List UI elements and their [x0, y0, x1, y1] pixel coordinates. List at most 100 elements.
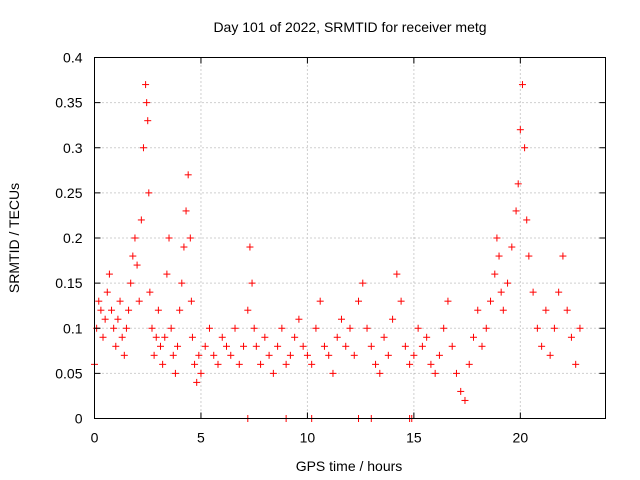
data-point — [97, 306, 105, 314]
data-point — [108, 306, 116, 314]
x-tick-label: 0 — [91, 430, 99, 446]
data-point — [491, 270, 499, 278]
data-point — [161, 333, 169, 341]
data-point — [265, 351, 273, 359]
data-point — [201, 342, 209, 350]
data-point — [101, 315, 109, 323]
data-point — [218, 333, 226, 341]
data-point — [143, 99, 151, 107]
data-point — [337, 315, 345, 323]
data-point — [105, 270, 113, 278]
data-point — [223, 342, 231, 350]
data-point — [120, 351, 128, 359]
data-point — [184, 171, 192, 179]
data-point — [227, 351, 235, 359]
data-point — [431, 369, 439, 377]
data-point — [333, 333, 341, 341]
data-point — [401, 342, 409, 350]
data-point — [197, 369, 205, 377]
data-point — [248, 279, 256, 287]
data-point — [469, 333, 477, 341]
data-point — [550, 324, 558, 332]
data-point — [523, 216, 531, 224]
data-point — [150, 351, 158, 359]
data-point — [122, 324, 130, 332]
data-point — [406, 360, 414, 368]
data-point — [542, 306, 550, 314]
data-point — [116, 297, 124, 305]
data-point — [210, 351, 218, 359]
data-point — [414, 324, 422, 332]
data-point — [418, 342, 426, 350]
data-point — [246, 243, 254, 251]
data-point — [355, 297, 363, 305]
x-tick-label: 5 — [197, 430, 205, 446]
data-point — [214, 360, 222, 368]
x-tick-label: 10 — [300, 430, 316, 446]
data-point — [329, 369, 337, 377]
data-point — [125, 306, 133, 314]
data-point — [325, 351, 333, 359]
data-point — [205, 324, 213, 332]
data-point — [461, 396, 469, 404]
data-point — [114, 315, 122, 323]
data-point — [555, 288, 563, 296]
data-point — [244, 306, 252, 314]
y-tick-label: 0.4 — [63, 50, 83, 66]
y-tick-label: 0.25 — [55, 185, 82, 201]
data-point — [521, 144, 529, 152]
data-point — [363, 324, 371, 332]
data-point — [499, 306, 507, 314]
data-point — [572, 360, 580, 368]
data-point — [163, 270, 171, 278]
data-point — [135, 297, 143, 305]
data-point — [576, 324, 584, 332]
data-point — [512, 207, 520, 215]
data-point — [127, 279, 135, 287]
data-point — [112, 342, 120, 350]
data-point — [137, 216, 145, 224]
data-point — [278, 324, 286, 332]
data-point — [563, 306, 571, 314]
data-point — [546, 351, 554, 359]
data-point — [299, 342, 307, 350]
data-point — [389, 315, 397, 323]
data-point — [118, 333, 126, 341]
data-point — [269, 369, 277, 377]
data-point — [303, 351, 311, 359]
data-point — [195, 351, 203, 359]
data-point — [240, 342, 248, 350]
y-axis-label: SRMTID / TECUs — [6, 183, 22, 293]
data-point — [188, 333, 196, 341]
data-point — [235, 360, 243, 368]
data-point — [193, 378, 201, 386]
data-point — [452, 369, 460, 377]
data-point — [129, 252, 137, 260]
data-point — [504, 279, 512, 287]
data-point — [110, 324, 118, 332]
data-point — [167, 324, 175, 332]
data-point — [444, 297, 452, 305]
data-point — [372, 360, 380, 368]
data-point — [380, 333, 388, 341]
y-tick-label: 0.1 — [63, 320, 83, 336]
data-point — [180, 243, 188, 251]
data-point — [154, 306, 162, 314]
data-point — [567, 333, 575, 341]
data-point — [308, 360, 316, 368]
data-point — [538, 342, 546, 350]
data-point — [291, 333, 299, 341]
y-tick-label: 0.35 — [55, 95, 82, 111]
data-point — [350, 351, 358, 359]
data-point — [95, 297, 103, 305]
data-point — [346, 324, 354, 332]
data-point — [508, 243, 516, 251]
data-point — [478, 342, 486, 350]
data-point — [514, 180, 522, 188]
data-points — [91, 81, 584, 422]
data-point — [295, 315, 303, 323]
data-point — [186, 234, 194, 242]
data-point — [144, 117, 152, 125]
data-point — [559, 252, 567, 260]
